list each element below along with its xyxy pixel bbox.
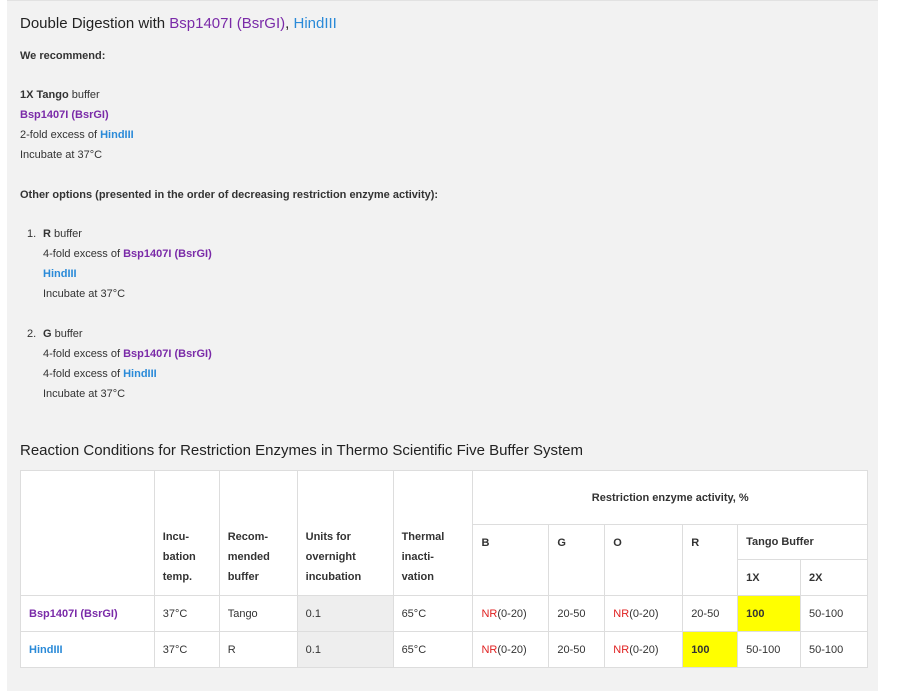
header-incubation-temp: Incu-bation temp. bbox=[153, 470, 220, 596]
row-units: 0.1 bbox=[296, 595, 394, 632]
row-b-activity: NR(0-20) bbox=[472, 631, 550, 668]
header-activity: Restriction enzyme activity, % bbox=[472, 470, 868, 525]
row-buffer: R bbox=[218, 631, 298, 668]
reaction-conditions-table: Incu-bation temp. Recom-mended buffer Unit… bbox=[20, 470, 868, 668]
option1-incubate: Incubate at 37°C bbox=[43, 288, 126, 300]
heading-enzyme1-link[interactable]: Bsp1407I (BsrGI) bbox=[169, 15, 286, 32]
row-o-activity: NR(0-20) bbox=[604, 631, 684, 668]
option-number: 1. bbox=[27, 228, 37, 240]
header-buffer-b: B bbox=[472, 524, 550, 596]
header-enzyme-empty bbox=[20, 470, 155, 596]
row-buffer: Tango bbox=[218, 595, 298, 632]
option2-enzyme1-link[interactable]: Bsp1407I (BsrGI) bbox=[123, 348, 212, 360]
recommend-enzyme2-link[interactable]: HindIII bbox=[100, 129, 134, 141]
option2-enzyme2-link[interactable]: HindIII bbox=[123, 368, 157, 380]
row-thermal: 65°C bbox=[392, 631, 474, 668]
option1-enzyme2-link[interactable]: HindIII bbox=[43, 268, 77, 280]
option-1: 1. R buffer 4-fold excess of Bsp1407I (Bs… bbox=[27, 224, 212, 304]
option1-enzyme1-link[interactable]: Bsp1407I (BsrGI) bbox=[123, 248, 212, 260]
table-row: HindIII 37°C R 0.1 65°C NR(0-20) 20-50 N… bbox=[20, 631, 868, 668]
header-tango-1x: 1X bbox=[737, 559, 802, 596]
double-digestion-heading: Double Digestion with Bsp1407I (BsrGI), … bbox=[20, 15, 337, 32]
option2-incubate: Incubate at 37°C bbox=[43, 388, 126, 400]
header-buffer-r: R bbox=[682, 524, 739, 596]
row-thermal: 65°C bbox=[392, 595, 474, 632]
header-tango-buffer: Tango Buffer bbox=[737, 524, 868, 560]
recommend-incubate: Incubate at 37°C bbox=[20, 149, 103, 161]
row-enzyme-link[interactable]: HindIII bbox=[29, 643, 63, 656]
row-tango2x-activity: 50-100 bbox=[800, 631, 868, 668]
option-number: 2. bbox=[27, 328, 37, 340]
row-temp: 37°C bbox=[153, 595, 220, 632]
heading-enzyme2-link[interactable]: HindIII bbox=[293, 15, 337, 32]
recommend-buffer: 1X Tango buffer bbox=[20, 89, 100, 101]
header-thermal-inactivation: Thermal inacti-vation bbox=[392, 470, 474, 596]
row-tango2x-activity: 50-100 bbox=[800, 595, 868, 632]
recommend-block: 1X Tango buffer Bsp1407I (BsrGI) 2-fold … bbox=[20, 85, 134, 165]
reaction-conditions-heading: Reaction Conditions for Restriction Enzy… bbox=[20, 442, 583, 459]
row-units: 0.1 bbox=[296, 631, 394, 668]
recommend-excess: 2-fold excess of HindIII bbox=[20, 129, 134, 141]
heading-prefix: Double Digestion with bbox=[20, 15, 170, 32]
header-buffer-o: O bbox=[604, 524, 684, 596]
other-options-title: Other options (presented in the order of… bbox=[20, 189, 439, 201]
header-buffer-g: G bbox=[548, 524, 606, 596]
recommend-enzyme1-link[interactable]: Bsp1407I (BsrGI) bbox=[20, 109, 109, 121]
option-2: 2. G buffer 4-fold excess of Bsp1407I (Bs… bbox=[27, 324, 212, 404]
row-enzyme: Bsp1407I (BsrGI) bbox=[20, 595, 155, 632]
header-units-overnight: Units for overnight incubation bbox=[296, 470, 394, 596]
row-g-activity: 20-50 bbox=[548, 631, 606, 668]
row-g-activity: 20-50 bbox=[548, 595, 606, 632]
header-recommended-buffer: Recom-mended buffer bbox=[218, 470, 298, 596]
recommend-title: We recommend: bbox=[20, 50, 106, 62]
row-r-activity: 20-50 bbox=[682, 595, 739, 632]
row-o-activity: NR(0-20) bbox=[604, 595, 684, 632]
row-b-activity: NR(0-20) bbox=[472, 595, 550, 632]
content-panel: Double Digestion with Bsp1407I (BsrGI), … bbox=[7, 0, 878, 691]
row-r-activity: 100 bbox=[682, 631, 739, 668]
table-row: Bsp1407I (BsrGI) 37°C Tango 0.1 65°C NR(… bbox=[20, 595, 868, 632]
header-tango-2x: 2X bbox=[800, 559, 868, 596]
row-enzyme: HindIII bbox=[20, 631, 155, 668]
heading-separator: , bbox=[285, 15, 294, 32]
row-tango1x-activity: 50-100 bbox=[737, 631, 802, 668]
row-tango1x-activity: 100 bbox=[737, 595, 802, 632]
row-temp: 37°C bbox=[153, 631, 220, 668]
row-enzyme-link[interactable]: Bsp1407I (BsrGI) bbox=[29, 607, 118, 620]
